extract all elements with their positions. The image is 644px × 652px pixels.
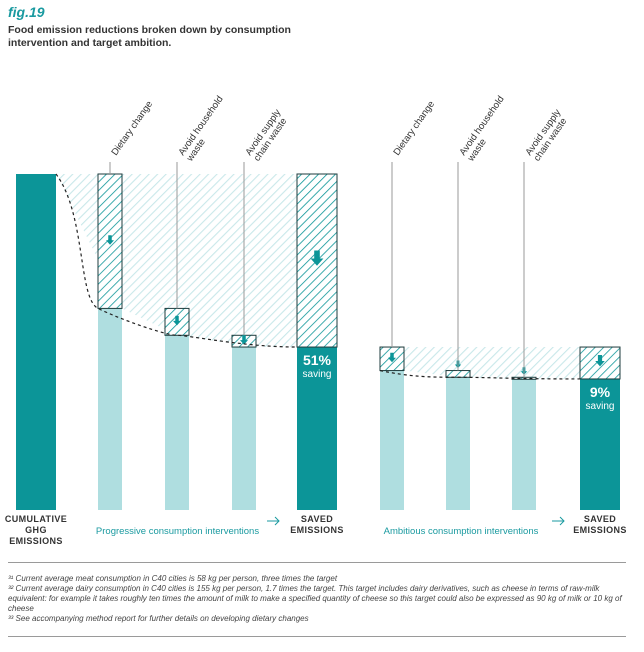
- saving-percent-saved-2: 9%: [590, 384, 611, 400]
- down-arrow-icon: [388, 352, 396, 363]
- down-arrow-icon: [310, 250, 324, 266]
- trend-line-progressive: [55, 173, 298, 348]
- right-arrow-icon: [274, 516, 280, 526]
- bar-saved-saved-1: [297, 347, 337, 510]
- bar-cumulative-emissions: [16, 174, 56, 510]
- chart-title: Food emission reductions broken down by …: [8, 24, 291, 49]
- footnote-31: ³¹ Current average meat consumption in C…: [8, 574, 338, 583]
- intervention-label-prog-waste: Avoid householdwaste: [176, 94, 234, 164]
- intervention-label-amb-supply: Avoid supplychain waste: [523, 107, 571, 163]
- bar-remaining-amb-waste: [446, 377, 470, 510]
- bar-remaining-prog-waste: [165, 335, 189, 510]
- bottom-label-saved-1: SAVED EMISSIONS: [290, 514, 344, 535]
- bar-remaining-prog-diet: [98, 308, 122, 510]
- intervention-label-prog-diet: Dietary change: [109, 99, 155, 158]
- group-label-1: Ambitious consumption interventions: [384, 526, 539, 537]
- bottom-label-cumulative: CUMULATIVE GHG EMISSIONS: [5, 514, 67, 546]
- saving-percent-saved-1: 51%: [303, 352, 332, 368]
- bottom-label-saved-2: SAVED EMISSIONS: [573, 514, 627, 535]
- intervention-label-amb-diet: Dietary change: [391, 99, 437, 158]
- group-label-0: Progressive consumption interventions: [96, 526, 259, 537]
- bar-remaining-amb-supply: [512, 378, 536, 510]
- footnote-32: ³² Current average dairy consumption in …: [8, 584, 622, 613]
- bar-saved-saved-2: [580, 378, 620, 510]
- bar-remaining-amb-diet: [380, 370, 404, 510]
- down-arrow-icon: [595, 355, 605, 367]
- saving-word-saved-1: saving: [303, 369, 332, 380]
- down-arrow-icon: [240, 335, 248, 345]
- right-arrow-icon: [559, 516, 565, 526]
- bar-reduction-amb-waste: [445, 370, 471, 378]
- down-arrow-icon: [173, 315, 181, 326]
- intervention-label-prog-supply: Avoid supplychain waste: [243, 107, 291, 163]
- bar-remaining-prog-supply: [232, 347, 256, 510]
- intervention-label-amb-waste: Avoid householdwaste: [457, 94, 515, 164]
- footnote-divider-bottom: [8, 636, 626, 637]
- footnotes: ³¹ Current average meat consumption in C…: [8, 574, 628, 624]
- footnote-33: ³³ See accompanying method report for fu…: [8, 614, 309, 623]
- saving-word-saved-2: saving: [586, 401, 615, 412]
- figure-number: fig.19: [8, 4, 45, 20]
- footnote-divider-top: [8, 562, 626, 563]
- down-arrow-icon: [106, 235, 114, 245]
